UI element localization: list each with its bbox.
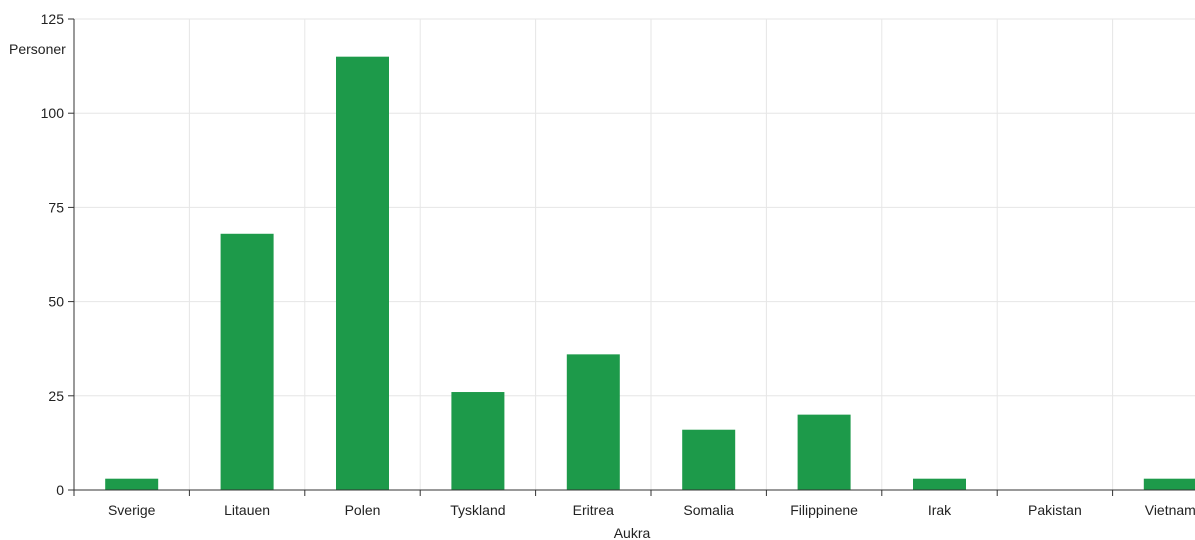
x-tick-label: Irak bbox=[928, 502, 952, 518]
y-tick-label: 25 bbox=[48, 388, 64, 404]
y-tick-label: 0 bbox=[56, 482, 64, 498]
axes bbox=[73, 19, 1195, 491]
bar-litauen bbox=[220, 233, 274, 490]
y-axis-title: Personer bbox=[9, 41, 66, 57]
bar-irak bbox=[913, 478, 966, 490]
y-tick-label: 125 bbox=[41, 11, 65, 27]
y-tick-label: 75 bbox=[48, 199, 64, 215]
x-axis-title: Aukra bbox=[614, 525, 651, 540]
y-tick-label: 50 bbox=[48, 294, 64, 310]
x-tick-label: Sverige bbox=[108, 502, 156, 518]
x-tick-label: Tyskland bbox=[450, 502, 505, 518]
bar-vietnam bbox=[1143, 478, 1195, 490]
bar-eritrea bbox=[566, 354, 620, 490]
x-tick-label: Litauen bbox=[224, 502, 270, 518]
bars bbox=[105, 56, 1195, 491]
bar-tyskland bbox=[451, 392, 505, 490]
x-tick-label: Somalia bbox=[683, 502, 734, 518]
y-tick-label: 100 bbox=[41, 105, 65, 121]
x-tick-label: Eritrea bbox=[573, 502, 614, 518]
bar-polen bbox=[336, 56, 389, 491]
bar-sverige bbox=[105, 478, 159, 490]
axis-ticks: 0 25 50 75 100 125 Sverige Litauen Polen Tyskland… bbox=[41, 11, 1195, 518]
x-tick-label: Filippinene bbox=[790, 502, 858, 518]
x-tick-label: Polen bbox=[345, 502, 381, 518]
grid-lines bbox=[74, 18, 1195, 490]
bar-somalia bbox=[682, 429, 736, 490]
x-tick-label: Pakistan bbox=[1028, 502, 1082, 518]
x-tick-label: Vietnam bbox=[1145, 502, 1195, 518]
bar-filippinene bbox=[797, 414, 851, 490]
